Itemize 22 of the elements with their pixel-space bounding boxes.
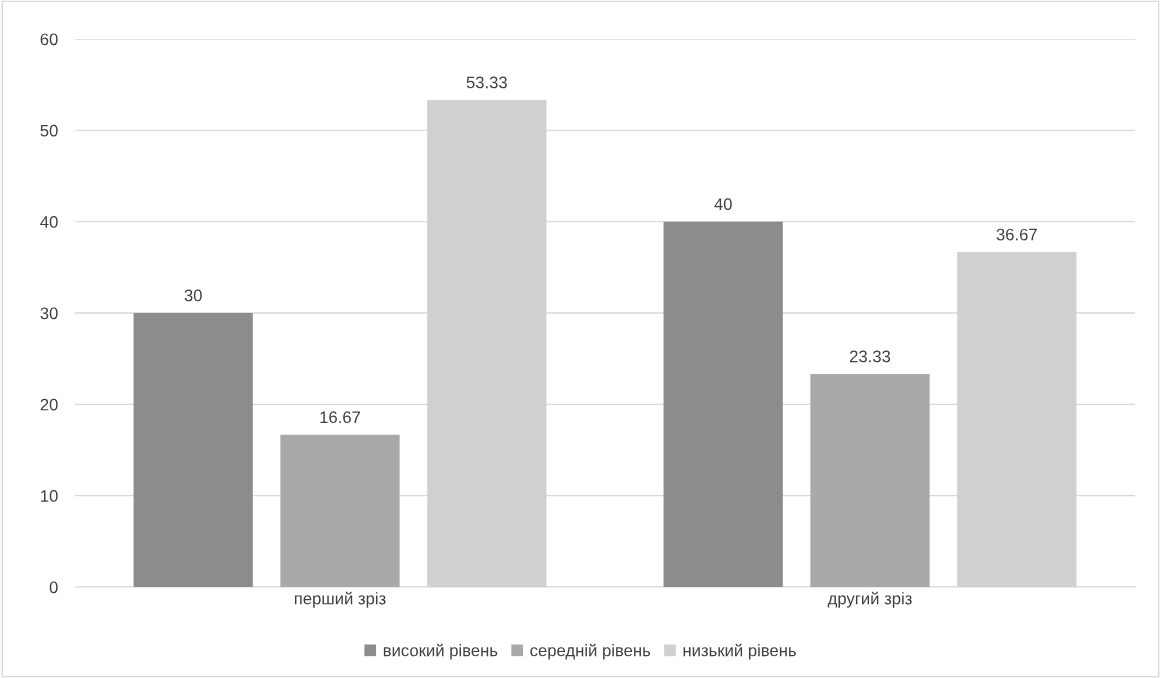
y-tick-label: 0 <box>49 581 58 594</box>
legend-label: високий рівень <box>383 643 498 660</box>
y-tick-label: 60 <box>40 33 58 46</box>
data-label: 36.67 <box>996 228 1037 241</box>
legend-label: низький рівень <box>683 643 796 660</box>
legend-label: середній рівень <box>530 643 651 660</box>
y-tick-label: 30 <box>40 307 58 320</box>
y-tick-label: 40 <box>40 216 58 228</box>
bar <box>810 373 930 587</box>
x-tick-label: перший зріз <box>294 591 386 608</box>
y-tick-label: 50 <box>40 124 58 137</box>
data-label: 23.33 <box>849 350 891 363</box>
data-label: 40 <box>714 198 732 211</box>
data-label: 30 <box>184 289 202 302</box>
bar <box>133 313 253 587</box>
y-tick-label: 10 <box>41 490 58 502</box>
x-tick-label: другий зріз <box>827 591 912 608</box>
bar <box>663 221 783 587</box>
y-tick-label: 20 <box>40 398 58 411</box>
bar <box>280 434 400 587</box>
data-label: 53.33 <box>466 76 507 89</box>
data-label: 16.67 <box>320 411 361 424</box>
